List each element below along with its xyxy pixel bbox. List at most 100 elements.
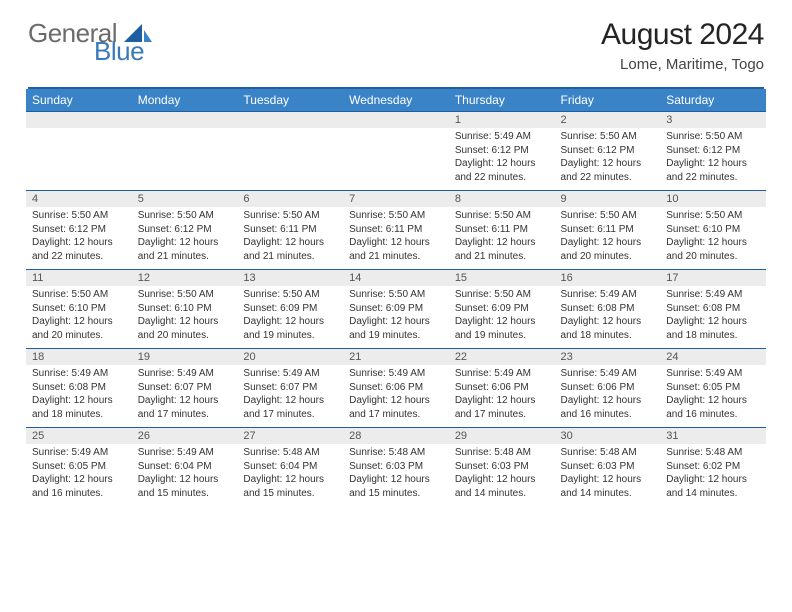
daylight-text: Daylight: 12 hours — [138, 236, 232, 250]
daynum-row: 25262728293031 — [26, 428, 766, 445]
day-content-cell: Sunrise: 5:48 AMSunset: 6:03 PMDaylight:… — [449, 444, 555, 506]
day-content-cell: Sunrise: 5:49 AMSunset: 6:07 PMDaylight:… — [237, 365, 343, 428]
daylight-text: Daylight: 12 hours — [455, 394, 549, 408]
day-content-cell: Sunrise: 5:50 AMSunset: 6:12 PMDaylight:… — [132, 207, 238, 270]
day-content-cell: Sunrise: 5:50 AMSunset: 6:10 PMDaylight:… — [26, 286, 132, 349]
daylight-text: and 16 minutes. — [561, 408, 655, 422]
weekday-header: Saturday — [660, 89, 766, 112]
sunset-text: Sunset: 6:03 PM — [349, 460, 443, 474]
daylight-text: and 17 minutes. — [455, 408, 549, 422]
day-number-cell: 4 — [26, 191, 132, 208]
day-content-cell: Sunrise: 5:50 AMSunset: 6:12 PMDaylight:… — [26, 207, 132, 270]
day-content-cell — [237, 128, 343, 191]
daylight-text: Daylight: 12 hours — [455, 315, 549, 329]
day-number-cell: 1 — [449, 112, 555, 129]
sunset-text: Sunset: 6:11 PM — [561, 223, 655, 237]
sunset-text: Sunset: 6:12 PM — [138, 223, 232, 237]
daylight-text: and 21 minutes. — [455, 250, 549, 264]
day-number-cell: 30 — [555, 428, 661, 445]
day-number-cell: 2 — [555, 112, 661, 129]
daylight-text: and 20 minutes. — [138, 329, 232, 343]
calendar-table: Sunday Monday Tuesday Wednesday Thursday… — [26, 89, 766, 506]
day-content-cell: Sunrise: 5:49 AMSunset: 6:08 PMDaylight:… — [660, 286, 766, 349]
sunset-text: Sunset: 6:12 PM — [666, 144, 760, 158]
sunset-text: Sunset: 6:08 PM — [561, 302, 655, 316]
content-row: Sunrise: 5:49 AMSunset: 6:08 PMDaylight:… — [26, 365, 766, 428]
daylight-text: Daylight: 12 hours — [666, 394, 760, 408]
day-content-cell: Sunrise: 5:50 AMSunset: 6:12 PMDaylight:… — [660, 128, 766, 191]
daylight-text: and 22 minutes. — [666, 171, 760, 185]
day-number-cell: 27 — [237, 428, 343, 445]
sunset-text: Sunset: 6:07 PM — [138, 381, 232, 395]
month-title: August 2024 — [601, 18, 764, 52]
day-content-cell: Sunrise: 5:50 AMSunset: 6:11 PMDaylight:… — [343, 207, 449, 270]
daylight-text: Daylight: 12 hours — [243, 394, 337, 408]
daylight-text: and 18 minutes. — [561, 329, 655, 343]
daylight-text: and 21 minutes. — [243, 250, 337, 264]
daylight-text: and 17 minutes. — [243, 408, 337, 422]
daylight-text: Daylight: 12 hours — [455, 157, 549, 171]
day-content-cell: Sunrise: 5:49 AMSunset: 6:08 PMDaylight:… — [555, 286, 661, 349]
sunrise-text: Sunrise: 5:50 AM — [455, 209, 549, 223]
sunset-text: Sunset: 6:09 PM — [349, 302, 443, 316]
day-content-cell: Sunrise: 5:50 AMSunset: 6:11 PMDaylight:… — [449, 207, 555, 270]
sunrise-text: Sunrise: 5:50 AM — [243, 209, 337, 223]
sunrise-text: Sunrise: 5:48 AM — [243, 446, 337, 460]
day-content-cell: Sunrise: 5:50 AMSunset: 6:12 PMDaylight:… — [555, 128, 661, 191]
weekday-header: Sunday — [26, 89, 132, 112]
sunrise-text: Sunrise: 5:50 AM — [561, 209, 655, 223]
daylight-text: Daylight: 12 hours — [243, 236, 337, 250]
day-content-cell: Sunrise: 5:48 AMSunset: 6:03 PMDaylight:… — [555, 444, 661, 506]
day-number-cell: 8 — [449, 191, 555, 208]
day-content-cell: Sunrise: 5:48 AMSunset: 6:04 PMDaylight:… — [237, 444, 343, 506]
daylight-text: and 18 minutes. — [666, 329, 760, 343]
daylight-text: and 22 minutes. — [32, 250, 126, 264]
sunrise-text: Sunrise: 5:48 AM — [561, 446, 655, 460]
day-number-cell: 15 — [449, 270, 555, 287]
day-content-cell — [343, 128, 449, 191]
day-content-cell: Sunrise: 5:50 AMSunset: 6:09 PMDaylight:… — [237, 286, 343, 349]
sunrise-text: Sunrise: 5:49 AM — [455, 367, 549, 381]
sunset-text: Sunset: 6:03 PM — [455, 460, 549, 474]
daylight-text: Daylight: 12 hours — [561, 394, 655, 408]
day-number-cell: 7 — [343, 191, 449, 208]
weekday-header: Wednesday — [343, 89, 449, 112]
weekday-header: Tuesday — [237, 89, 343, 112]
day-number-cell: 28 — [343, 428, 449, 445]
day-number-cell: 3 — [660, 112, 766, 129]
daylight-text: and 15 minutes. — [349, 487, 443, 501]
content-row: Sunrise: 5:49 AM Sunset: 6:12 PM Daylight:… — [26, 128, 766, 191]
daylight-text: Daylight: 12 hours — [561, 236, 655, 250]
day-number-cell: 26 — [132, 428, 238, 445]
sunrise-text: Sunrise: 5:49 AM — [32, 446, 126, 460]
day-number-cell — [237, 112, 343, 129]
day-number-cell: 29 — [449, 428, 555, 445]
day-content-cell: Sunrise: 5:50 AMSunset: 6:11 PMDaylight:… — [555, 207, 661, 270]
day-number-cell: 9 — [555, 191, 661, 208]
day-content-cell: Sunrise: 5:49 AMSunset: 6:06 PMDaylight:… — [555, 365, 661, 428]
sunset-text: Sunset: 6:11 PM — [243, 223, 337, 237]
sunset-text: Sunset: 6:08 PM — [666, 302, 760, 316]
daylight-text: and 21 minutes. — [138, 250, 232, 264]
day-number-cell — [343, 112, 449, 129]
day-number-cell — [26, 112, 132, 129]
daylight-text: Daylight: 12 hours — [666, 236, 760, 250]
day-number-cell: 5 — [132, 191, 238, 208]
content-row: Sunrise: 5:49 AMSunset: 6:05 PMDaylight:… — [26, 444, 766, 506]
day-number-cell: 24 — [660, 349, 766, 366]
day-number-cell: 10 — [660, 191, 766, 208]
daylight-text: and 15 minutes. — [243, 487, 337, 501]
daylight-text: Daylight: 12 hours — [32, 394, 126, 408]
day-number-cell: 23 — [555, 349, 661, 366]
daylight-text: Daylight: 12 hours — [32, 236, 126, 250]
daylight-text: Daylight: 12 hours — [243, 473, 337, 487]
sunset-text: Sunset: 6:12 PM — [32, 223, 126, 237]
weekday-header-row: Sunday Monday Tuesday Wednesday Thursday… — [26, 89, 766, 112]
brand-part2: Blue — [94, 36, 144, 67]
daylight-text: Daylight: 12 hours — [349, 236, 443, 250]
sunrise-text: Sunrise: 5:49 AM — [666, 288, 760, 302]
day-content-cell: Sunrise: 5:49 AMSunset: 6:05 PMDaylight:… — [660, 365, 766, 428]
sunrise-text: Sunrise: 5:49 AM — [455, 130, 549, 144]
sunrise-text: Sunrise: 5:49 AM — [138, 446, 232, 460]
day-content-cell: Sunrise: 5:50 AMSunset: 6:09 PMDaylight:… — [343, 286, 449, 349]
